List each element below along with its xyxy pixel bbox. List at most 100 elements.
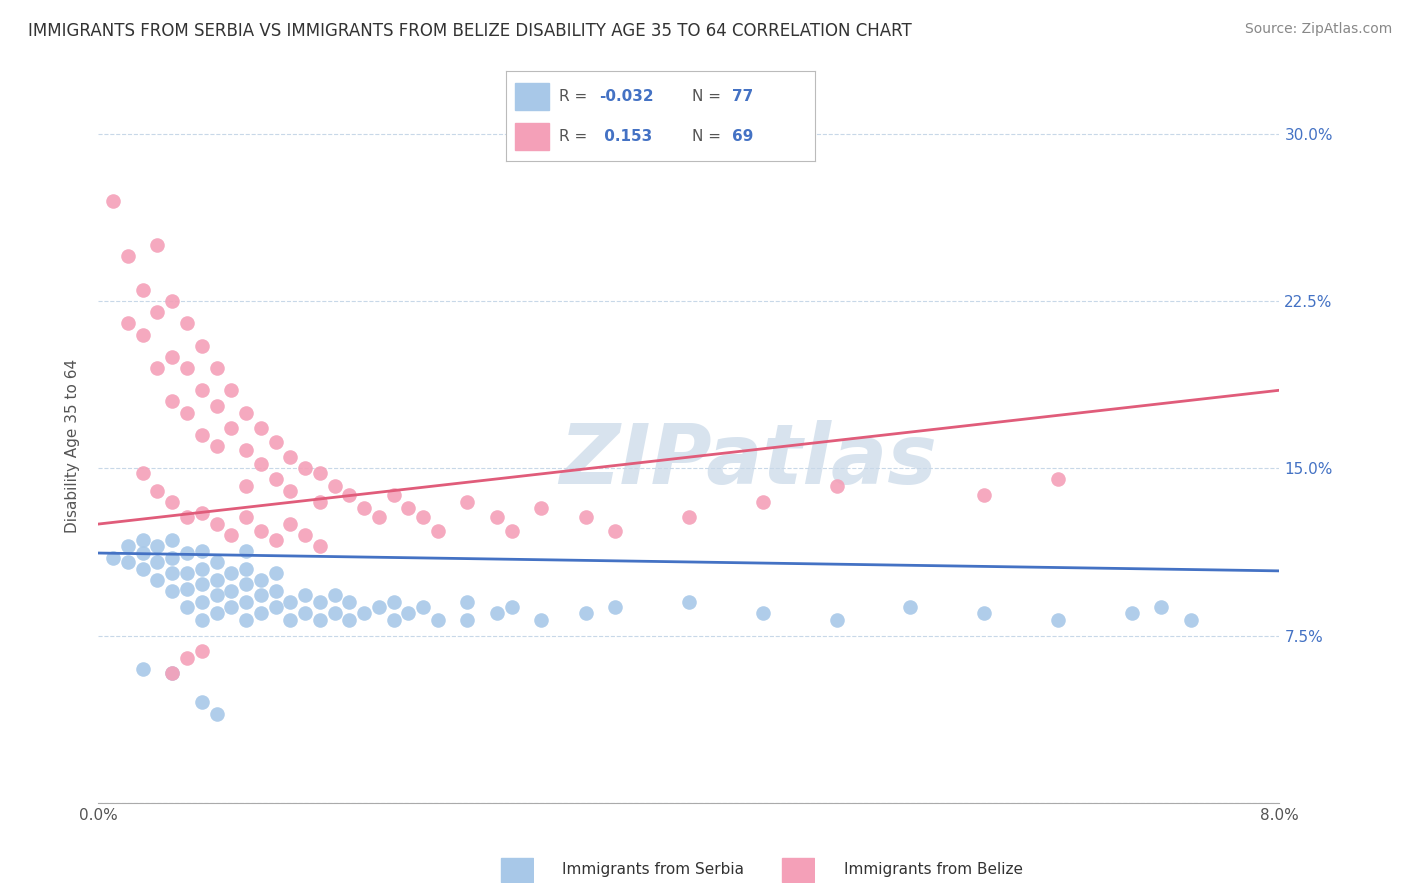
Point [235,577,257,591]
Point [235,543,257,558]
Point [308,539,332,553]
Point [278,450,302,465]
Point [308,613,332,627]
Point [382,488,405,502]
Point [117,317,139,331]
Text: N =: N = [692,129,725,144]
Point [278,517,302,532]
Point [205,360,228,375]
Point [456,613,478,627]
Point [1150,599,1173,614]
Point [501,524,523,538]
FancyBboxPatch shape [516,123,550,150]
Point [235,479,257,493]
Text: 69: 69 [733,129,754,144]
Point [264,566,287,581]
Point [235,562,257,576]
Point [176,405,198,420]
Point [205,555,228,569]
Point [191,577,214,591]
Point [205,399,228,413]
Point [323,607,346,621]
Point [162,533,183,547]
Text: R =: R = [558,89,592,103]
Text: Immigrants from Belize: Immigrants from Belize [844,863,1022,877]
Point [146,238,169,252]
FancyBboxPatch shape [782,858,814,881]
Point [146,305,169,319]
Point [219,384,242,398]
Text: N =: N = [692,89,725,103]
Point [264,583,287,598]
Point [825,479,848,493]
Point [162,666,183,681]
Point [103,550,125,565]
Point [132,283,155,297]
Point [235,443,257,458]
Point [337,613,360,627]
Point [278,613,302,627]
Point [191,696,214,710]
Point [250,457,273,471]
Point [294,528,316,542]
Point [353,501,375,516]
Point [485,607,508,621]
Y-axis label: Disability Age 35 to 64: Disability Age 35 to 64 [65,359,80,533]
Point [294,589,316,603]
Point [353,607,375,621]
Point [485,510,508,524]
Point [191,595,214,609]
Point [530,501,553,516]
Point [219,583,242,598]
Point [412,599,434,614]
Point [191,384,214,398]
Point [678,510,700,524]
Point [900,599,922,614]
Point [294,607,316,621]
Point [205,573,228,587]
Point [605,524,627,538]
Point [426,524,449,538]
Point [205,517,228,532]
Point [117,249,139,264]
Text: -0.032: -0.032 [599,89,654,103]
Point [530,613,553,627]
Point [235,595,257,609]
Point [1046,613,1069,627]
Point [191,338,214,352]
Point [146,555,169,569]
Point [1046,473,1069,487]
Point [456,494,478,508]
Point [176,599,198,614]
Point [162,566,183,581]
Point [132,327,155,342]
Point [574,607,596,621]
Point [132,562,155,576]
FancyBboxPatch shape [501,858,533,881]
Point [117,555,139,569]
Point [250,573,273,587]
Point [308,466,332,480]
Point [751,494,773,508]
Point [191,506,214,520]
Point [678,595,700,609]
Point [146,360,169,375]
Point [205,706,228,721]
Point [162,494,183,508]
Point [426,613,449,627]
Point [146,483,169,498]
Point [235,613,257,627]
Point [191,644,214,658]
Point [367,599,389,614]
Point [396,501,419,516]
Point [219,599,242,614]
Text: 77: 77 [733,89,754,103]
Point [294,461,316,475]
Point [191,613,214,627]
Point [337,595,360,609]
Point [235,510,257,524]
Text: Immigrants from Serbia: Immigrants from Serbia [562,863,744,877]
Point [235,405,257,420]
Point [191,543,214,558]
Point [264,599,287,614]
